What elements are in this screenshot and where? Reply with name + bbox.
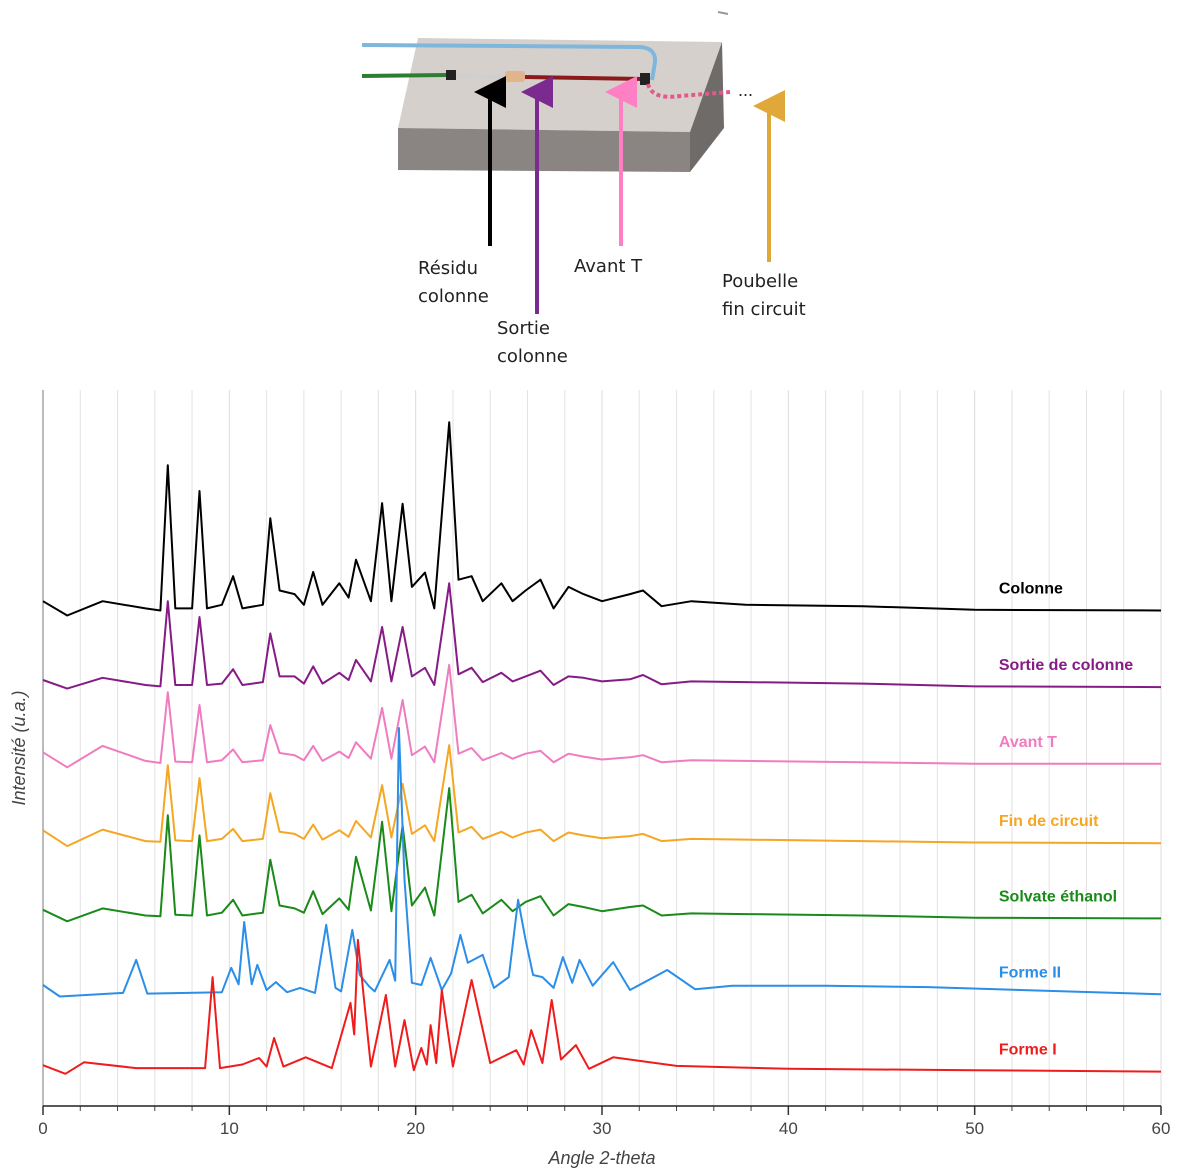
series-line <box>42 663 1161 769</box>
connector <box>446 70 456 80</box>
tube-out <box>646 83 731 99</box>
series-line <box>42 727 1162 998</box>
label: Sortie <box>497 318 550 339</box>
series-label: Forme I <box>999 1042 1057 1059</box>
series-label: Colonne <box>999 581 1063 598</box>
series-label: Solvate éthanol <box>999 888 1117 905</box>
label: colonne <box>497 346 568 367</box>
box-top <box>398 38 722 132</box>
x-tick-label: 40 <box>779 1119 798 1138</box>
t-junction <box>640 73 650 85</box>
box-side <box>690 42 724 172</box>
x-tick-label: 0 <box>38 1119 47 1138</box>
series-line <box>42 582 1162 690</box>
series-line <box>42 787 1162 923</box>
series-label: Fin de circuit <box>999 813 1099 830</box>
label: Poubelle <box>722 271 798 292</box>
x-axis-label: Angle 2-theta <box>547 1148 655 1168</box>
x-tick-label: 20 <box>406 1119 425 1138</box>
series-line <box>42 938 1162 1075</box>
series-line <box>42 421 1162 617</box>
series-label: Sortie de colonne <box>999 657 1133 674</box>
series-label: Avant T <box>999 734 1057 751</box>
label: Résidu <box>418 258 478 279</box>
x-tick-label: 10 <box>220 1119 239 1138</box>
label: Avant T <box>574 256 643 277</box>
x-tick-label: 30 <box>593 1119 612 1138</box>
tube-blue <box>361 43 658 81</box>
chart: 0 10 20 30 40 50 60 Angle 2-theta Intensité (u.a… <box>9 390 1170 1168</box>
series-line <box>42 744 1162 848</box>
label: fin circuit <box>722 299 806 320</box>
ellipsis: ... <box>738 80 753 100</box>
tube-end <box>717 11 729 15</box>
tube-residue <box>455 74 506 79</box>
x-tick-label: 50 <box>965 1119 984 1138</box>
x-tick-label: 60 <box>1152 1119 1171 1138</box>
tube-red <box>524 75 643 81</box>
column <box>505 71 525 82</box>
y-axis-label: Intensité (u.a.) <box>9 690 29 805</box>
series-label: Forme II <box>999 964 1061 981</box>
box-front <box>398 128 690 172</box>
tube-green <box>361 73 449 78</box>
setup-diagram: ... Résidu colonne Sortie colonne Avant … <box>361 11 806 367</box>
label: colonne <box>418 286 489 307</box>
